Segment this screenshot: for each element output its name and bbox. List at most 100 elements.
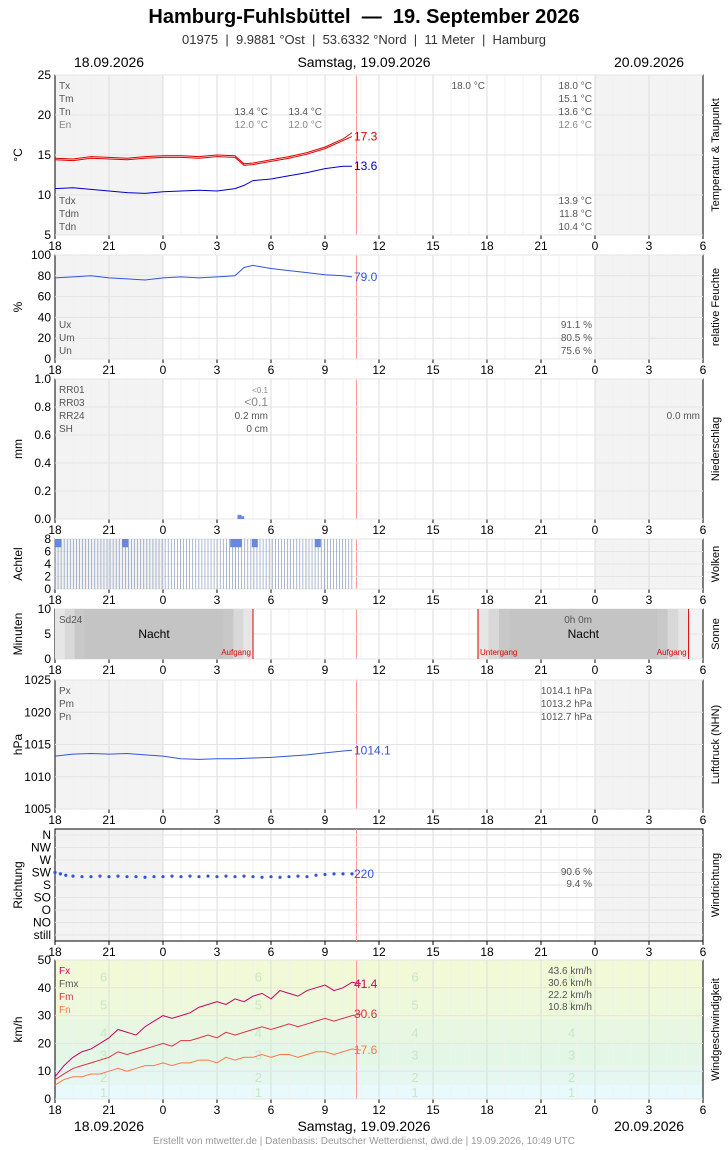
wind-dir-point	[251, 875, 255, 879]
x-tick-label: 6	[268, 239, 275, 253]
wind-dir-point	[58, 872, 63, 876]
stat-value: 18.0 °C	[559, 81, 592, 92]
beaufort-number: 4	[568, 1025, 575, 1040]
temp-line	[54, 136, 353, 166]
x-tick-label: 6	[268, 813, 275, 827]
stat-value: 13.9 °C	[559, 196, 592, 207]
panel-side-label: Niederschlag	[710, 417, 722, 481]
y-tick-label: 100	[31, 248, 51, 262]
y-tick-label: 4	[44, 557, 51, 571]
y-tick-label: 0.2	[34, 484, 51, 498]
stat-value: 13.6 °C	[559, 107, 592, 118]
x-tick-label: 6	[700, 1103, 707, 1117]
y-tick-label: 1010	[24, 770, 51, 784]
beaufort-number: 5	[255, 997, 262, 1012]
wind-dir-point	[197, 875, 201, 879]
night-block	[55, 609, 253, 659]
precip-bar	[237, 514, 242, 519]
stat-value: 18.0 °C	[452, 81, 485, 92]
wind-dir-point	[170, 874, 174, 878]
beaufort-number: 6	[411, 970, 418, 985]
stat-value: 22.2 km/h	[548, 990, 592, 1001]
x-tick-label: 21	[102, 1103, 116, 1117]
x-tick-label: 3	[214, 523, 221, 537]
y-tick-label: NO	[33, 916, 51, 930]
x-tick-label: 6	[700, 945, 707, 959]
x-tick-label: 15	[426, 593, 440, 607]
x-tick-label: 0	[160, 363, 167, 377]
x-tick-label: 0	[592, 663, 599, 677]
stat-value: 1013.2 hPa	[541, 699, 593, 710]
y-tick-label: 10	[38, 602, 52, 616]
last-value-label: 30.6	[354, 1007, 378, 1021]
x-tick-label: 21	[102, 663, 116, 677]
x-tick-label: 18	[480, 239, 494, 253]
x-tick-label: 6	[268, 523, 275, 537]
cloud-marker	[251, 539, 258, 548]
wind-dir-point	[296, 874, 300, 878]
stat-value: 30.6 km/h	[548, 978, 592, 989]
wind-dir-point	[278, 875, 282, 879]
last-value-label: 13.6	[354, 159, 378, 173]
stat-value: 1014.1 hPa	[541, 686, 593, 697]
x-tick-label: 12	[372, 813, 386, 827]
night-block	[478, 609, 689, 659]
twilight-band	[64, 609, 75, 659]
x-tick-label: 9	[322, 239, 329, 253]
stat-key: Tn	[59, 107, 71, 118]
stat-value: 1012.7 hPa	[541, 712, 593, 723]
stat-key: Tx	[59, 81, 70, 92]
date-left-top: 18.09.2026	[74, 54, 145, 70]
y-tick-label: 0	[44, 582, 51, 596]
x-tick-label: 18	[480, 593, 494, 607]
panel-y-label: °C	[11, 148, 25, 162]
wind-dir-point	[269, 875, 273, 879]
x-tick-label: 0	[160, 945, 167, 959]
stat-key: Fm	[59, 992, 73, 1003]
x-tick-label: 18	[480, 945, 494, 959]
x-tick-label: 6	[700, 523, 707, 537]
y-tick-label: 0.0	[34, 512, 51, 526]
beaufort-number: 2	[255, 1070, 262, 1085]
wind-dir-point	[161, 875, 165, 879]
y-tick-label: 25	[38, 68, 52, 82]
y-tick-label: 0	[44, 652, 51, 666]
stat-value: 12.0 °C	[235, 120, 268, 131]
twilight-band	[657, 609, 668, 659]
y-tick-label: N	[42, 828, 51, 842]
stat-key: Un	[59, 346, 72, 357]
beaufort-number: 3	[255, 1048, 262, 1063]
y-tick-label: 1025	[24, 673, 51, 687]
x-tick-label: 21	[102, 593, 116, 607]
panel-y-label: mm	[11, 439, 25, 459]
y-tick-label: 20	[38, 108, 52, 122]
stat-value: 9.4 %	[566, 879, 592, 890]
x-tick-label: 18	[48, 1103, 62, 1117]
twilight-band	[499, 609, 510, 659]
sun-event-label: Untergang	[480, 648, 517, 657]
panel-side-label: Windrichtung	[710, 853, 722, 917]
date-right-bottom: 20.09.2026	[614, 1118, 685, 1134]
beaufort-number: 1	[411, 1085, 418, 1100]
stat-key: Sd24	[59, 615, 83, 626]
wind-dir-point	[71, 874, 75, 878]
last-value-label: 79.0	[354, 270, 378, 284]
wind-dir-point	[80, 875, 84, 879]
x-tick-label: 21	[102, 363, 116, 377]
date-left-bottom: 18.09.2026	[74, 1118, 145, 1134]
precip-bar	[240, 516, 245, 519]
x-tick-label: 0	[592, 813, 599, 827]
x-tick-label: 0	[592, 1103, 599, 1117]
y-tick-label: 0	[44, 1092, 51, 1106]
x-tick-label: 3	[646, 945, 653, 959]
x-tick-label: 21	[534, 663, 548, 677]
stat-key: Tdn	[59, 222, 76, 233]
y-tick-label: 50	[38, 953, 52, 967]
x-tick-label: 21	[534, 593, 548, 607]
panel-y-label: Minuten	[11, 613, 25, 656]
beaufort-number: 2	[568, 1070, 575, 1085]
stat-key: Tdx	[59, 196, 76, 207]
x-tick-label: 3	[646, 593, 653, 607]
x-tick-label: 6	[700, 813, 707, 827]
x-tick-label: 0	[592, 523, 599, 537]
